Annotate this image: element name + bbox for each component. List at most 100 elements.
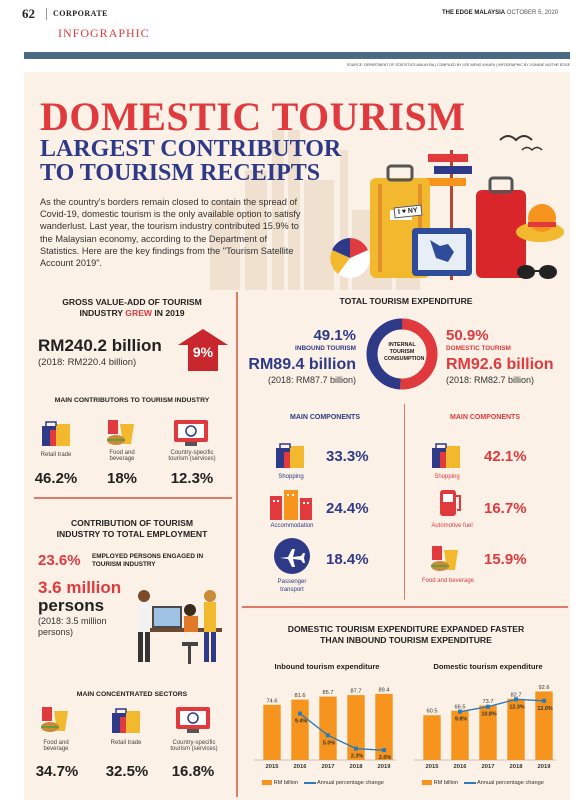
domestic-component-pct: 15.9% bbox=[484, 551, 527, 568]
bar-value-label: 85.7 bbox=[323, 690, 334, 696]
inbound-value: RM89.4 billion bbox=[248, 356, 356, 373]
bar bbox=[451, 710, 469, 760]
bar-value-label: 66.5 bbox=[455, 704, 466, 710]
hero-title-line1: DOMESTIC TOURISM bbox=[40, 94, 466, 139]
contributors-heading: MAIN CONTRIBUTORS TO TOURISM INDUSTRY bbox=[54, 397, 210, 404]
contributor-label: Country-specific tourism (services) bbox=[168, 450, 216, 462]
consumption-donut bbox=[366, 318, 438, 390]
airplane-icon bbox=[274, 538, 310, 574]
inbound-component-pct: 33.3% bbox=[326, 448, 369, 465]
gva-prior: (2018: RM220.4 billion) bbox=[38, 357, 137, 368]
components-divider bbox=[404, 404, 405, 600]
inbound-prior: (2018: RM87.7 billion) bbox=[267, 375, 356, 385]
legend-bar-label: RM billion bbox=[433, 780, 459, 786]
employment-heading-line2: INDUSTRY TO TOTAL EMPLOYMENT bbox=[56, 529, 208, 539]
bar bbox=[423, 715, 441, 760]
line-point bbox=[298, 711, 302, 716]
domestic-component-pct: 16.7% bbox=[484, 500, 527, 517]
x-tick-label: 2016 bbox=[294, 764, 308, 770]
chart-legend: RM billion Annual percentage change bbox=[262, 780, 402, 786]
food-beverage-icon bbox=[107, 420, 134, 445]
shopping-bag-icon bbox=[112, 708, 140, 733]
donut-center-label: INTERNAL TOURISM CONSUMPTION bbox=[384, 342, 425, 362]
line-point bbox=[354, 746, 358, 751]
x-tick-label: 2018 bbox=[350, 764, 364, 770]
bar bbox=[479, 705, 497, 760]
hero-intro: As the country's borders remain closed t… bbox=[40, 197, 301, 269]
x-tick-label: 2015 bbox=[426, 764, 440, 770]
fuel-pump-icon bbox=[440, 490, 461, 516]
gva-heading-line2: INDUSTRY GREW IN 2019 bbox=[34, 308, 230, 319]
inbound-component-pct: 24.4% bbox=[326, 500, 369, 517]
line-point bbox=[514, 697, 518, 702]
bar-value-label: 92.6 bbox=[539, 685, 550, 691]
gva-growth: 9% bbox=[192, 344, 214, 360]
bar-value-label: 87.7 bbox=[351, 689, 362, 695]
bar bbox=[375, 693, 393, 760]
contributor-pct: 46.2% bbox=[34, 470, 78, 487]
line-value-label: 5.0% bbox=[323, 740, 335, 746]
contributor-pct: 12.3% bbox=[170, 470, 214, 487]
domestic-component-pct: 42.1% bbox=[484, 448, 527, 465]
x-tick-label: 2019 bbox=[538, 764, 552, 770]
gva-heading-prefix: INDUSTRY bbox=[79, 308, 126, 318]
hero-title-line3: TO TOURISM RECEIPTS bbox=[40, 160, 321, 186]
line-value-label: 10.8% bbox=[481, 712, 496, 718]
growth-heading: DOMESTIC TOURISM EXPENDITURE EXPANDED FA… bbox=[242, 624, 570, 646]
legend-bar-swatch bbox=[262, 780, 272, 786]
tourism-services-icon bbox=[174, 420, 208, 446]
inbound-pct: 49.1% bbox=[313, 327, 356, 344]
contributor-label: Food and beverage bbox=[109, 450, 135, 462]
employment-pct: 23.6% bbox=[38, 552, 81, 569]
shopping-bag-icon bbox=[432, 443, 460, 468]
line-point bbox=[458, 709, 462, 714]
line-value-label: 9.8% bbox=[455, 717, 467, 723]
x-tick-label: 2017 bbox=[482, 764, 495, 770]
employment-count: 3.6 million bbox=[38, 578, 122, 597]
credits: SOURCE: DEPARTMENT OF STATISTICS MALAYSI… bbox=[346, 63, 570, 67]
inbound-components-heading: MAIN COMPONENTS bbox=[290, 414, 360, 421]
legend-line-swatch bbox=[463, 781, 476, 784]
sectors-heading: MAIN CONCENTRATED SECTORS bbox=[76, 691, 188, 698]
line-point bbox=[486, 704, 490, 709]
line-point bbox=[382, 748, 386, 753]
line-value-label: 12.3% bbox=[509, 704, 524, 710]
section-name: CORPORATE bbox=[53, 9, 109, 18]
sector-pct: 32.5% bbox=[105, 763, 149, 780]
sector-label: Country-specific tourism (services) bbox=[170, 740, 218, 752]
expenditure-heading: TOTAL TOURISM EXPENDITURE bbox=[339, 296, 473, 306]
employment-pct-text: EMPLOYED PERSONS ENGAGED IN TOURISM INDU… bbox=[92, 553, 204, 568]
line-series bbox=[459, 698, 545, 713]
legend-line-label: Annual percentage change bbox=[476, 780, 544, 786]
chart-title: Domestic tourism expenditure bbox=[433, 662, 543, 671]
food-beverage-icon bbox=[431, 546, 458, 571]
domestic-component-label: Automotive fuel bbox=[431, 523, 473, 529]
category-label: INFOGRAPHIC bbox=[58, 26, 150, 40]
employment-count-unit: persons bbox=[38, 596, 105, 615]
inbound-component-label: Accommodation bbox=[270, 523, 314, 529]
publication-name: THE EDGE MALAYSIA OCTOBER 5, 2020 bbox=[442, 10, 558, 16]
travel-illustration bbox=[330, 150, 564, 280]
column-divider bbox=[236, 292, 238, 797]
bar bbox=[507, 698, 525, 760]
shopping-bag-icon bbox=[42, 421, 70, 446]
employment-prior: (2018: 3.5 million persons) bbox=[38, 616, 107, 637]
legend-line-swatch bbox=[303, 781, 316, 784]
bar-value-label: 89.4 bbox=[379, 687, 390, 693]
domestic-components-heading: MAIN COMPONENTS bbox=[450, 414, 520, 421]
domestic-value: RM92.6 billion bbox=[446, 356, 554, 373]
section-divider bbox=[34, 497, 232, 499]
inbound-component-label: Shopping bbox=[278, 474, 304, 480]
gva-value: RM240.2 billion bbox=[38, 336, 162, 355]
page-header: 62 CORPORATE THE EDGE MALAYSIA OCTOBER 5… bbox=[22, 6, 570, 22]
bar bbox=[319, 696, 337, 760]
x-tick-label: 2017 bbox=[322, 764, 335, 770]
line-value-label: 2.0% bbox=[379, 755, 391, 761]
food-beverage-icon bbox=[41, 707, 68, 732]
contributor-label: Retail trade bbox=[40, 452, 72, 458]
line-point bbox=[326, 733, 330, 738]
growth-arrow-icon bbox=[178, 329, 228, 371]
bar bbox=[291, 699, 309, 760]
hero-title-line2: LARGEST CONTRIBUTOR bbox=[40, 136, 342, 162]
page-number: 62 bbox=[22, 6, 35, 21]
